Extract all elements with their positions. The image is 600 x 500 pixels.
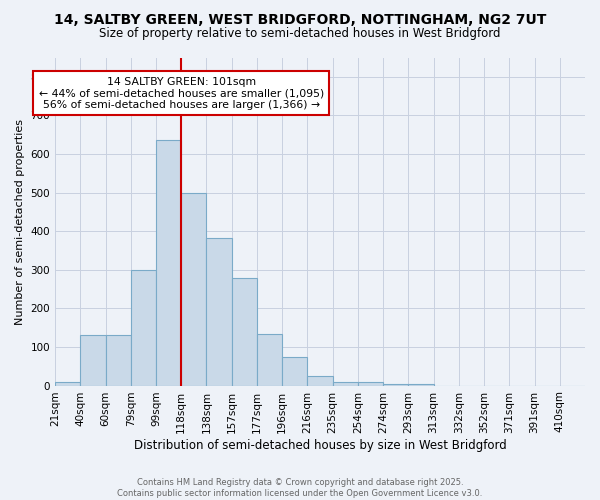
Bar <box>55 382 80 386</box>
Text: Size of property relative to semi-detached houses in West Bridgford: Size of property relative to semi-detach… <box>99 28 501 40</box>
Text: 14 SALTBY GREEN: 101sqm
← 44% of semi-detached houses are smaller (1,095)
56% of: 14 SALTBY GREEN: 101sqm ← 44% of semi-de… <box>38 77 324 110</box>
Bar <box>332 382 358 386</box>
Bar <box>257 334 282 386</box>
Bar <box>156 140 181 386</box>
Bar <box>307 376 332 386</box>
Bar <box>383 384 409 386</box>
Text: Contains HM Land Registry data © Crown copyright and database right 2025.
Contai: Contains HM Land Registry data © Crown c… <box>118 478 482 498</box>
Bar <box>131 270 156 386</box>
Bar <box>232 278 257 386</box>
Text: 14, SALTBY GREEN, WEST BRIDGFORD, NOTTINGHAM, NG2 7UT: 14, SALTBY GREEN, WEST BRIDGFORD, NOTTIN… <box>54 12 546 26</box>
Bar <box>181 192 206 386</box>
Bar <box>282 358 307 386</box>
X-axis label: Distribution of semi-detached houses by size in West Bridgford: Distribution of semi-detached houses by … <box>134 440 506 452</box>
Bar <box>409 384 434 386</box>
Bar <box>106 336 131 386</box>
Bar <box>358 382 383 386</box>
Bar <box>80 336 106 386</box>
Bar <box>206 238 232 386</box>
Y-axis label: Number of semi-detached properties: Number of semi-detached properties <box>15 118 25 324</box>
